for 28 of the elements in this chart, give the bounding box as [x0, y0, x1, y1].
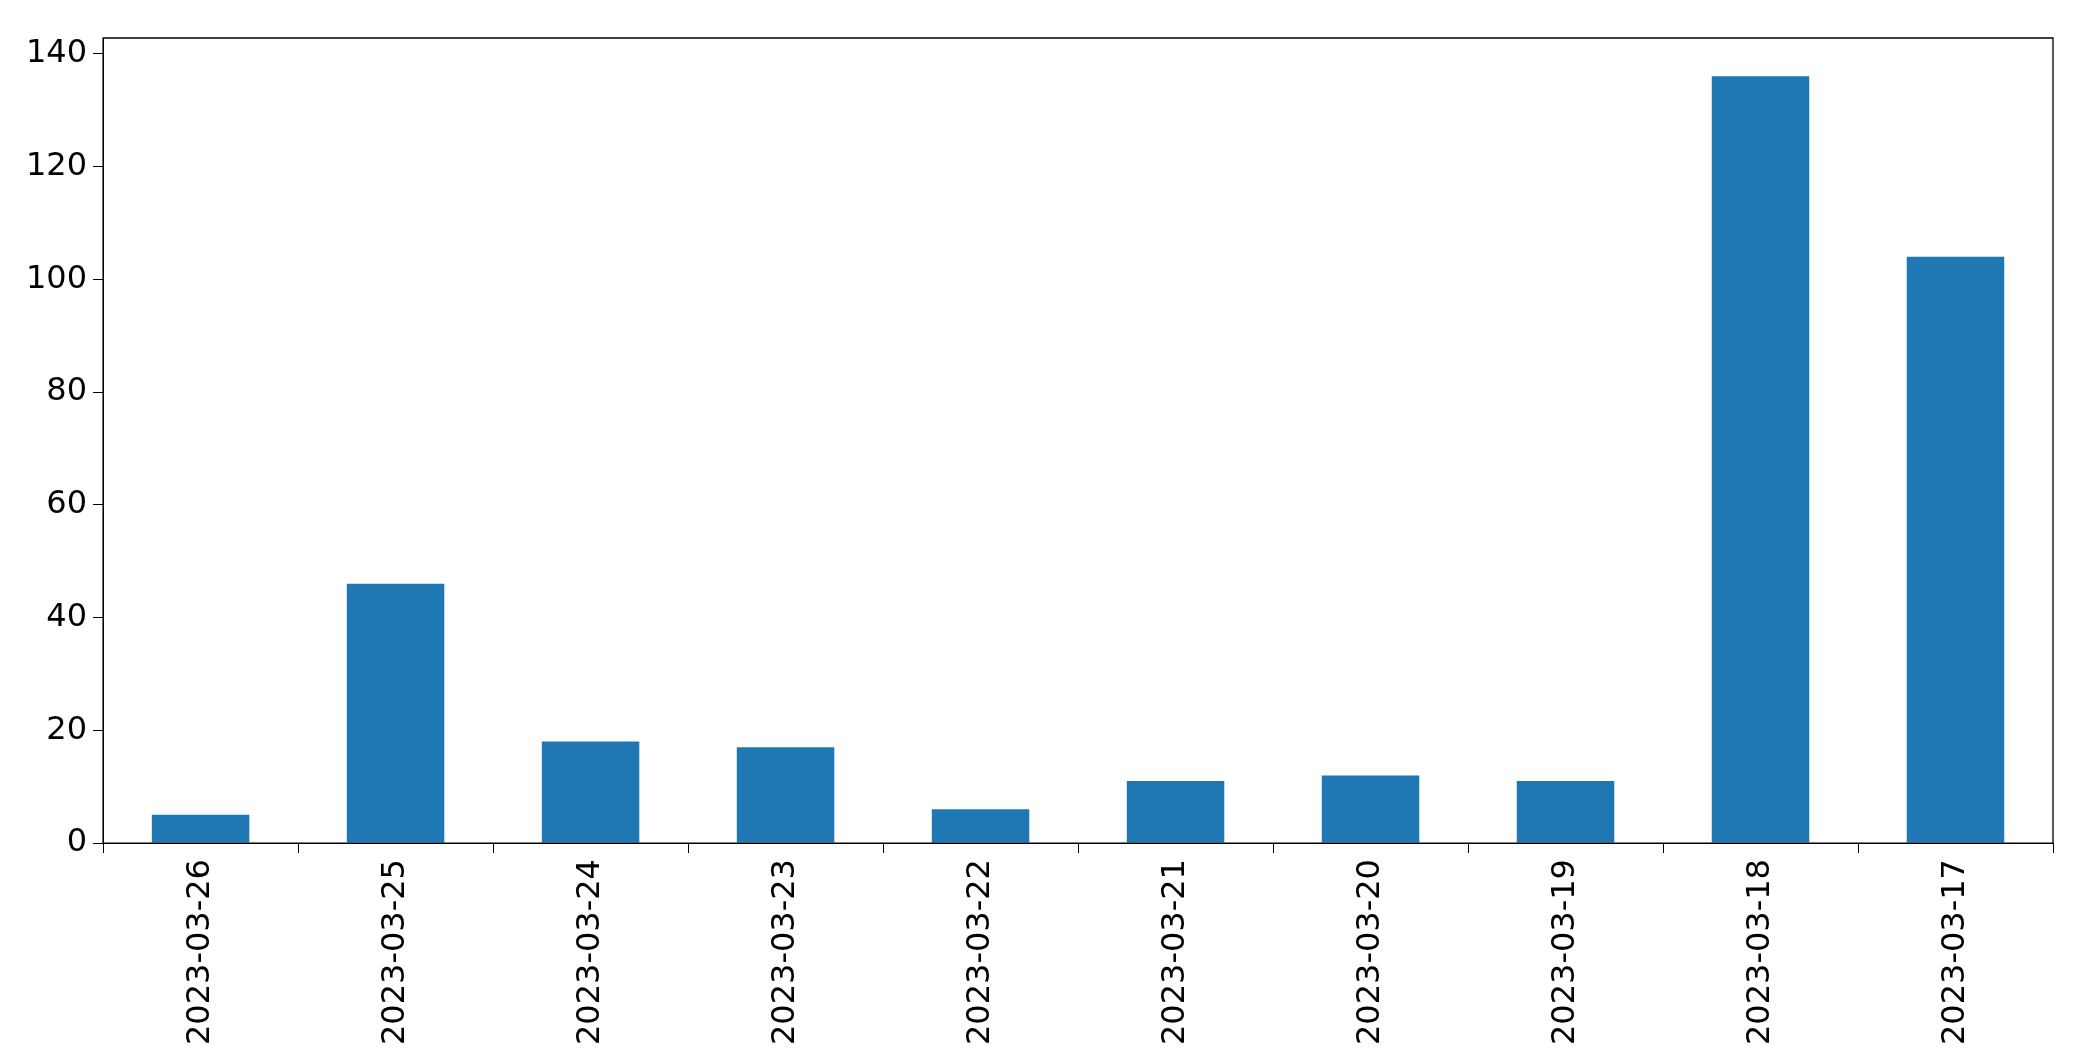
bar [1906, 256, 2005, 843]
x-tick-label: 2023-03-22 [958, 859, 997, 1045]
y-tick-label: 100 [26, 257, 88, 296]
x-tick-label: 2023-03-19 [1543, 859, 1582, 1045]
x-tick-label: 2023-03-18 [1738, 859, 1777, 1045]
x-tick-label: 2023-03-23 [763, 859, 802, 1045]
bar [1321, 775, 1420, 843]
bar [1516, 781, 1615, 843]
bar [346, 583, 445, 843]
y-tick-label: 140 [26, 32, 88, 71]
x-tick-label: 2023-03-26 [178, 859, 217, 1045]
x-tick-label: 2023-03-24 [568, 859, 607, 1045]
x-tick-label: 2023-03-25 [373, 859, 412, 1045]
x-tick-label: 2023-03-17 [1933, 859, 1972, 1045]
bar [931, 809, 1030, 843]
bar [1126, 781, 1225, 843]
y-tick-label: 20 [46, 708, 88, 747]
y-tick-label: 120 [26, 144, 88, 183]
bar [151, 814, 250, 843]
x-tick-label: 2023-03-20 [1348, 859, 1387, 1045]
y-tick-label: 0 [66, 821, 88, 860]
x-tick-label: 2023-03-21 [1153, 859, 1192, 1045]
bar [1711, 76, 1810, 843]
bar [541, 741, 640, 843]
y-tick-label: 40 [46, 595, 88, 634]
y-tick-label: 60 [46, 483, 88, 522]
bar [736, 747, 835, 843]
y-tick-label: 80 [46, 370, 88, 409]
